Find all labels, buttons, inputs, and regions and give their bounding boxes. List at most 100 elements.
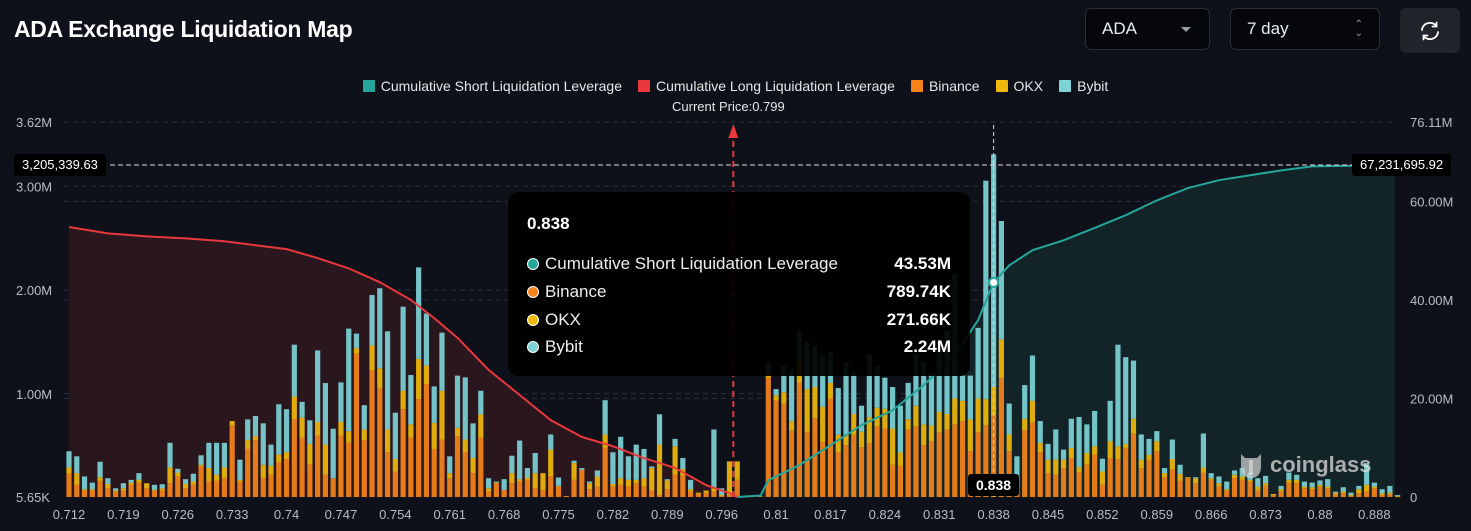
bar-bybit	[1014, 456, 1020, 478]
bar-binance	[260, 478, 266, 497]
bar-bybit	[1123, 357, 1129, 444]
bar-bybit	[214, 442, 220, 475]
bar-bybit	[773, 389, 779, 396]
bar-binance	[182, 488, 189, 497]
bar-binance	[377, 388, 383, 497]
bar-bybit	[245, 419, 251, 441]
legend-item-bybit[interactable]: Bybit	[1059, 78, 1108, 94]
bar-okx	[81, 489, 88, 491]
bar-okx	[1006, 434, 1012, 452]
range-select[interactable]: 7 day ⌃ ⌄	[1230, 8, 1380, 50]
bar-okx	[1053, 459, 1059, 475]
x-axis-tick: 0.852	[1086, 507, 1119, 522]
bar-okx	[858, 431, 865, 448]
bar-binance	[1294, 483, 1300, 497]
bar-binance	[796, 382, 802, 497]
bar-binance	[1068, 457, 1074, 497]
bar-okx	[175, 472, 181, 477]
bar-binance	[416, 399, 422, 497]
bar-okx	[571, 463, 577, 480]
bar-okx	[377, 368, 383, 389]
bar-binance	[983, 425, 989, 497]
bar-okx	[835, 434, 841, 453]
bar-binance	[781, 403, 787, 497]
legend-item-short[interactable]: Cumulative Short Liquidation Leverage	[362, 78, 622, 94]
x-axis-tick: 0.712	[53, 507, 86, 522]
x-axis-tick: 0.866	[1195, 507, 1228, 522]
bar-okx	[299, 417, 305, 438]
bar-binance	[936, 432, 942, 497]
bar-okx	[89, 489, 95, 491]
bar-bybit	[400, 306, 406, 391]
bar-okx	[1239, 476, 1245, 480]
bar-binance	[1348, 495, 1354, 497]
bar-binance	[1053, 474, 1059, 497]
current-price-label: Current Price:0.799	[672, 99, 785, 114]
bar-bybit	[283, 409, 290, 453]
bar-binance	[392, 471, 398, 497]
bar-bybit	[268, 444, 274, 466]
bar-okx	[400, 390, 406, 410]
bar-binance	[1379, 495, 1385, 497]
current-price-arrow-icon	[728, 124, 739, 138]
bar-okx	[431, 422, 437, 449]
bar-binance	[532, 488, 538, 497]
bar-bybit	[711, 429, 717, 489]
bar-binance	[882, 428, 888, 497]
bar-bybit	[1169, 439, 1175, 460]
bar-binance	[890, 464, 896, 497]
short-liquidation-line	[737, 164, 1352, 498]
bar-bybit	[991, 154, 997, 387]
series-dot	[527, 258, 539, 270]
bar-bybit	[555, 477, 562, 486]
bar-binance	[1037, 452, 1043, 497]
refresh-button[interactable]	[1400, 8, 1460, 53]
bar-binance	[664, 489, 670, 497]
bar-binance	[1115, 459, 1121, 497]
bar-binance	[975, 432, 981, 497]
bar-okx	[1231, 474, 1238, 479]
bar-okx	[1123, 443, 1129, 448]
bar-okx	[967, 419, 973, 452]
bar-binance	[1270, 495, 1276, 497]
bar-okx	[136, 479, 142, 483]
x-axis-tick: 0.88	[1307, 507, 1332, 522]
legend-item-binance[interactable]: Binance	[910, 78, 980, 94]
bar-binance	[1387, 493, 1393, 497]
bar-okx	[478, 414, 484, 438]
bar-okx	[423, 365, 430, 385]
bar-binance	[719, 495, 725, 497]
bar-binance	[190, 484, 196, 497]
bar-binance	[944, 429, 950, 497]
bar-okx	[1177, 473, 1183, 481]
legend-item-okx[interactable]: OKX	[995, 78, 1043, 94]
bar-binance	[1022, 430, 1028, 497]
bar-bybit	[998, 221, 1004, 340]
right-axis-tick: 0	[1410, 490, 1417, 505]
bar-binance	[1138, 468, 1144, 497]
bar-bybit	[1286, 472, 1292, 480]
legend-item-long[interactable]: Cumulative Long Liquidation Leverage	[638, 78, 895, 94]
bar-okx	[688, 489, 694, 492]
bar-okx	[703, 490, 709, 493]
bar-binance	[478, 437, 484, 497]
bar-binance	[1084, 464, 1090, 497]
bar-okx	[812, 387, 818, 419]
left-axis-tick: 1.00M	[16, 387, 52, 402]
bar-bybit	[159, 484, 165, 489]
bar-okx	[353, 348, 360, 354]
coin-select[interactable]: ADA	[1085, 8, 1210, 50]
bar-okx	[485, 488, 492, 492]
bar-bybit	[656, 414, 663, 445]
long-liquidation-line	[68, 226, 738, 498]
bar-binance	[1239, 479, 1245, 497]
bar-okx	[664, 480, 670, 490]
x-axis-tick: 0.74	[274, 507, 299, 522]
bar-okx	[221, 467, 227, 479]
bar-bybit	[719, 488, 725, 495]
bar-bybit	[470, 423, 476, 458]
bar-okx	[944, 413, 950, 430]
x-axis-tick: 0.824	[869, 507, 902, 522]
bar-binance	[291, 419, 297, 497]
